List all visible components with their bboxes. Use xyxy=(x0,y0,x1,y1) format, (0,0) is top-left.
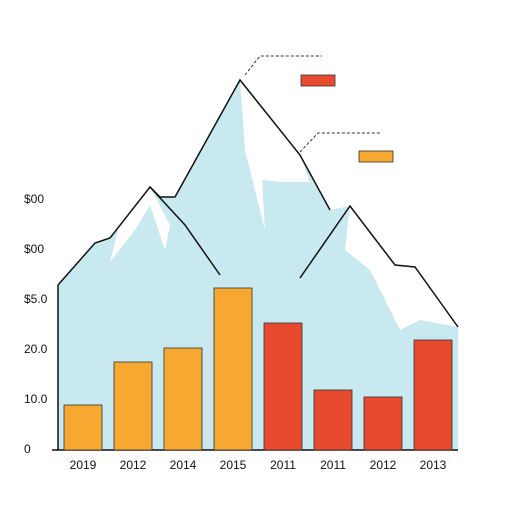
bar xyxy=(113,361,153,451)
mountain-outline xyxy=(149,186,221,276)
bar xyxy=(263,322,303,451)
mountain-outline xyxy=(299,204,459,328)
x-tick-label: 2015 xyxy=(220,458,247,472)
y-tick-label: 10.0 xyxy=(24,392,48,406)
bar xyxy=(313,389,353,451)
bar xyxy=(163,347,203,451)
snow xyxy=(240,80,310,230)
leader-line xyxy=(299,132,381,153)
y-tick-label: 20.0 xyxy=(24,342,48,356)
snow xyxy=(110,187,170,262)
x-tick-label: 2012 xyxy=(120,458,147,472)
x-tick-label: 2011 xyxy=(270,458,296,472)
x-tick-label: 2019 xyxy=(70,458,97,472)
x-tick-label: 2011 xyxy=(320,458,346,472)
mountain-background xyxy=(58,80,458,450)
bar xyxy=(363,396,403,451)
legend-swatch xyxy=(300,74,336,87)
bar xyxy=(413,339,453,451)
x-tick-label: 2013 xyxy=(420,458,447,472)
y-tick-label: $5.0 xyxy=(24,292,48,306)
x-tick-label: 2014 xyxy=(170,458,197,472)
y-tick-label: $00 xyxy=(24,192,44,206)
legend-swatch xyxy=(358,150,394,163)
bar xyxy=(213,287,253,451)
y-tick-label: $00 xyxy=(24,242,44,256)
bar xyxy=(63,404,103,451)
y-tick-label: 0 xyxy=(24,442,31,456)
x-tick-label: 2012 xyxy=(370,458,397,472)
leader-line xyxy=(244,55,322,76)
